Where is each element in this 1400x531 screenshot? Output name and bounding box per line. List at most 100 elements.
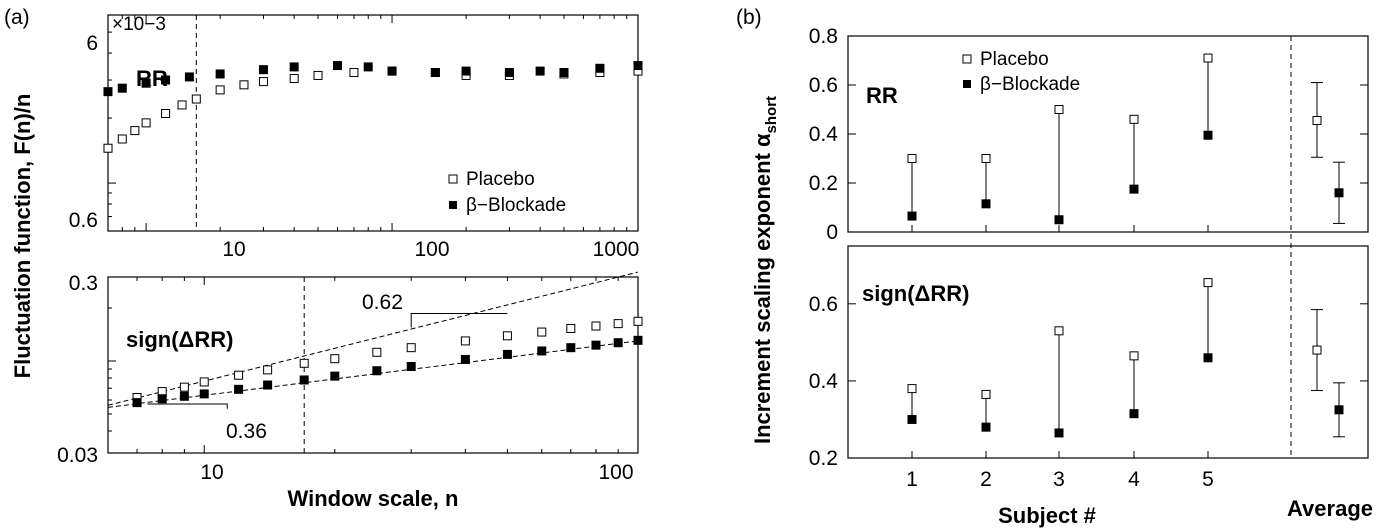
panel-a-top-plot [103,14,643,232]
a-bottom-blockade-point-5 [263,380,273,390]
b-placebo-point-2-1 [981,154,991,163]
panel-b-bottom-plot: 0.2 0.4 0.6 1 2 3 4 5 Average [809,278,1373,521]
b-blockade-point-3-4 [1203,353,1213,363]
legend-placebo-marker [448,174,458,184]
panel-a-top-legend: Placebo β−Blockade [448,169,566,216]
panel-b-bottom-inner-label: sign(ΔRR) [862,281,969,306]
b-blockade-point-2-3 [1129,184,1139,194]
panel-label-b: (b) [736,6,762,29]
b-placebo-point-3-2 [1054,326,1064,336]
b-blockade-point-3-0 [907,414,917,424]
b-xtick-label-4: 5 [1202,468,1214,491]
b-placebo-point-3-0 [907,384,917,394]
a-bottom-blockade-point-1 [157,394,167,404]
legend-b-placebo-marker [962,54,972,64]
a-top-blockade-point-9 [363,62,373,72]
b-ytick-label-3-1: 0.4 [809,370,839,393]
slope-triangle-placebo [410,313,508,328]
b-placebo-point-3-5 [1312,345,1322,355]
legend-blockade-label: β−Blockade [466,195,566,216]
a-top-blockade-point-5 [215,69,225,79]
b-blockade-point-2-0 [907,211,917,221]
a-top-placebo-point-7 [215,85,225,95]
b-blockade-point-3-5 [1334,405,1344,415]
panel-a-bottom-xtick-1: 100 [598,461,633,484]
panel-a-top-xtick-2: 1000 [593,238,640,261]
a-bottom-placebo-point-5 [263,365,273,375]
a-bottom-blockade-point-13 [566,343,576,353]
panel-label-a: (a) [4,6,30,29]
a-top-placebo-point-12 [349,68,359,78]
panel-b-top: RR Placebo β−Blockade 0 0.2 0.4 0.6 0.8 [809,25,1369,244]
b-xtick-label-3: 4 [1128,468,1140,491]
a-bottom-placebo-point-6 [299,358,309,368]
slope-triangle-blockade [147,403,228,409]
panel-b-top-plot: 0 0.2 0.4 0.6 0.8 [809,25,1368,244]
a-top-blockade-point-3 [161,75,171,85]
a-top-placebo-point-5 [177,100,187,110]
a-bottom-placebo-point-3 [199,377,209,387]
b-placebo-point-2-4 [1203,53,1213,63]
a-bottom-placebo-point-7 [330,354,340,364]
a-top-blockade-point-17 [633,61,643,71]
legend-placebo-label: Placebo [466,169,535,190]
a-bottom-blockade-point-16 [633,335,643,345]
panel-b-top-frame [847,35,1369,233]
b-blockade-point-2-4 [1203,130,1213,140]
a-bottom-blockade-point-11 [502,349,512,359]
a-top-placebo-point-4 [161,108,171,118]
a-bottom-blockade-point-9 [406,362,416,372]
a-bottom-blockade-point-15 [613,338,623,348]
a-top-placebo-point-9 [258,77,268,87]
panel-b-top-inner-label: RR [866,83,898,108]
panel-a-top-xtick-1: 100 [414,238,449,261]
b-blockade-point-2-2 [1054,215,1064,225]
a-bottom-fit-line-placebo [107,271,639,406]
b-placebo-point-3-4 [1203,278,1213,288]
panel-b-ylabel-sub: short [763,96,780,134]
a-top-blockade-point-2 [141,78,151,88]
panel-a-bottom-inner-label: sign(ΔRR) [126,327,233,352]
panel-a-bottom-xtick-0: 10 [200,461,223,484]
a-bottom-placebo-point-14 [591,321,601,331]
a-bottom-placebo-point-16 [633,316,643,326]
b-blockade-point-3-3 [1129,409,1139,419]
a-bottom-blockade-point-2 [179,391,189,401]
a-top-blockade-point-11 [430,68,440,78]
a-bottom-placebo-point-4 [234,370,244,380]
a-top-blockade-point-12 [461,66,471,76]
a-top-blockade-point-15 [559,68,569,78]
a-bottom-placebo-point-2 [179,382,189,392]
legend-b-placebo-label: Placebo [980,49,1049,70]
a-top-placebo-point-0 [103,143,113,153]
b-blockade-point-3-1 [981,422,991,432]
b-xtick-label-0: 1 [906,468,918,491]
panel-b-ylabel-main: Increment scaling exponent α [750,133,775,444]
a-top-blockade-point-13 [504,68,514,78]
panel-b-ylabel: Increment scaling exponent αshort [750,96,780,444]
b-xtick-label-average: Average [1287,496,1373,521]
b-ytick-label-3-2: 0.6 [809,293,838,316]
b-placebo-point-3-3 [1129,351,1139,361]
panel-a-top-xtick-0: 10 [222,238,245,261]
a-bottom-blockade-point-7 [330,371,340,381]
panel-a-bottom: sign(ΔRR) 0.03 0.3 10 100 Window scale, … [57,271,643,511]
panel-b-top-legend: Placebo β−Blockade [962,49,1080,95]
a-bottom-placebo-point-10 [460,336,470,346]
panel-a-bottom-xlabel: Window scale, n [288,486,459,511]
legend-blockade-marker [449,201,457,209]
a-top-blockade-point-1 [117,83,127,93]
b-blockade-point-3-2 [1054,428,1064,438]
a-bottom-blockade-point-6 [299,375,309,385]
a-bottom-blockade-point-4 [234,384,244,394]
a-bottom-placebo-point-13 [566,323,576,333]
a-bottom-blockade-point-8 [372,366,382,376]
b-blockade-point-2-1 [981,199,991,209]
b-ytick-label-3-0: 0.2 [809,447,838,470]
a-top-blockade-point-7 [289,62,299,72]
panel-a-top-ytick-0: 0.6 [69,209,98,232]
b-placebo-point-2-5 [1312,116,1322,126]
a-top-blockade-point-4 [184,72,194,82]
panel-b-bottom-frame [847,245,1369,459]
